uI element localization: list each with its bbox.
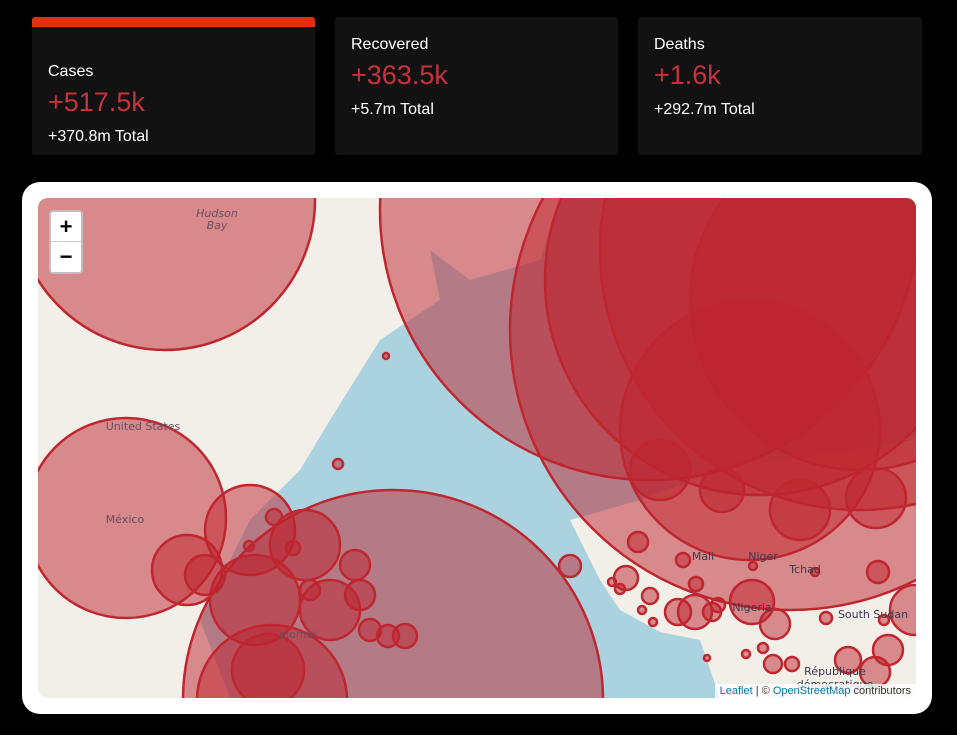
card-value: +1.6k (654, 60, 721, 90)
map-label: Nigeria (732, 601, 771, 614)
map-label: Hudson (196, 207, 238, 220)
map-label: Bay (207, 219, 228, 232)
card-value: +517.5k (48, 87, 145, 117)
map-layer: Hudson Bay United States México olombi M… (38, 198, 916, 698)
card-total: +5.7m Total (351, 101, 434, 118)
stat-card: Deaths +1.6k +292.7m Total (638, 17, 922, 155)
map-label: République (804, 665, 866, 678)
map-label: olombi (279, 628, 316, 641)
case-circles (38, 198, 916, 698)
card-label: Deaths (654, 36, 705, 53)
map-label: Tchad (788, 563, 821, 576)
stat-card: Recovered +363.5k +5.7m Total (335, 17, 618, 155)
map-label: United States (106, 420, 181, 433)
zoom-in[interactable]: + (51, 212, 81, 242)
map-label: Mali (692, 550, 714, 563)
leaflet-link[interactable]: Leaflet (719, 685, 753, 697)
map-label: South Sudan (838, 608, 908, 621)
osm-link[interactable]: OpenStreetMap (772, 685, 851, 697)
map[interactable]: Hudson Bay United States México olombi M… (38, 198, 916, 698)
card-total: +292.7m Total (654, 101, 755, 118)
card-value: +363.5k (351, 60, 448, 90)
map-label: Niger (748, 550, 778, 563)
stat-card: Cases +517.5k +370.8m Total (32, 17, 315, 155)
attribution-sep: | © (752, 685, 773, 697)
attribution-text: contributors (850, 685, 911, 697)
card-total: +370.8m Total (48, 128, 149, 145)
card-label: Cases (48, 63, 94, 80)
zoom-control: + − (49, 210, 83, 274)
card-label: Recovered (351, 36, 429, 53)
attribution: Leaflet | © OpenStreetMap contributors (714, 684, 916, 698)
active-indicator (32, 17, 315, 27)
zoom-out[interactable]: − (59, 244, 73, 269)
map-label: México (106, 513, 145, 526)
